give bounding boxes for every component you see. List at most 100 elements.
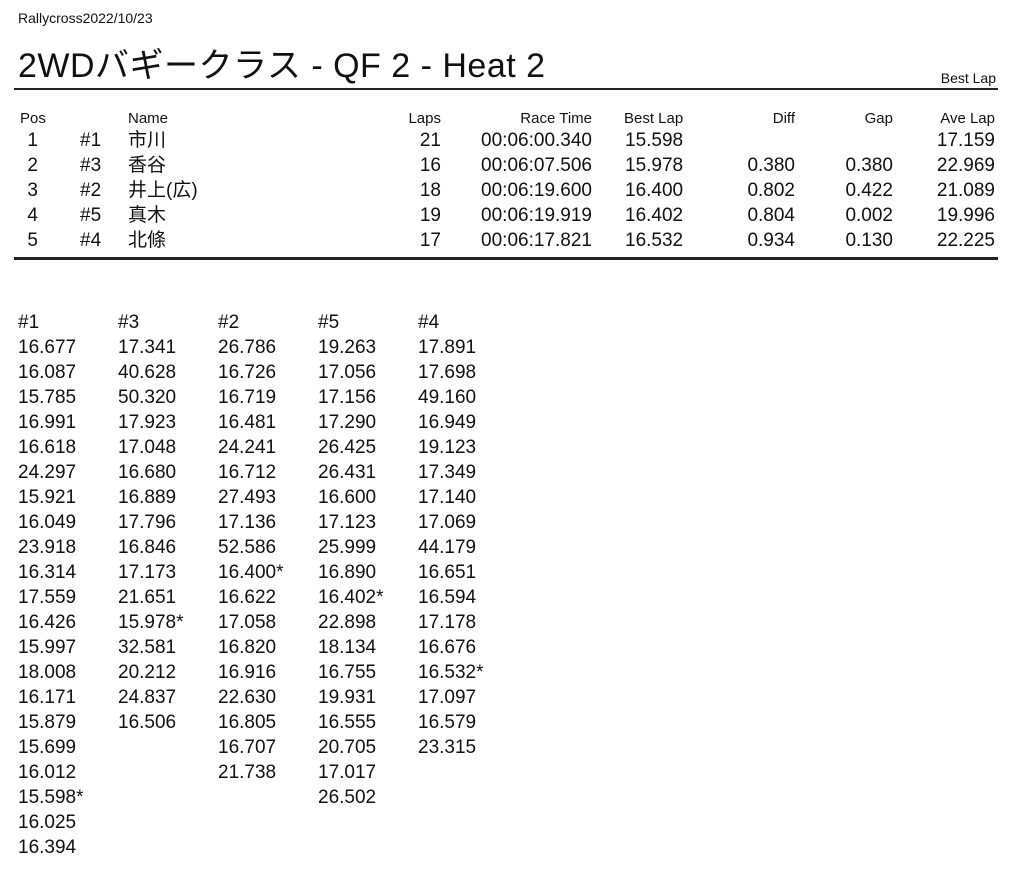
lap-time: 19.931: [318, 687, 377, 708]
lap-time: 17.017: [318, 762, 377, 783]
lap-time: 16.400*: [218, 562, 284, 583]
lap-time: 50.320: [118, 387, 177, 408]
lap-time: 40.628: [118, 362, 177, 383]
cell-gap: 0.422: [845, 180, 893, 201]
cell-best-lap: 15.598: [625, 130, 684, 151]
cell-gap: 0.002: [845, 205, 893, 226]
cell-diff: 0.380: [747, 155, 795, 176]
lap-time: 15.699: [18, 737, 77, 758]
lap-time: 24.241: [218, 437, 277, 458]
cell-name: 市川: [128, 130, 167, 151]
lap-time: 17.559: [18, 587, 77, 608]
lap-time: 16.712: [218, 462, 277, 483]
cell-ave-lap: 17.159: [936, 130, 995, 151]
lap-time: 17.698: [418, 362, 477, 383]
lap-time: 26.431: [318, 462, 377, 483]
lap-time: 17.123: [318, 512, 377, 533]
lap-column: #2 26.786 16.726 16.719 16.481 24.241 16.712 27…: [218, 310, 284, 785]
cell-name: 香谷: [128, 155, 167, 176]
lap-time: 16.846: [118, 537, 177, 558]
lap-time: 16.651: [418, 562, 477, 583]
lap-time: 49.160: [418, 387, 477, 408]
lap-time: 16.402*: [318, 587, 384, 608]
cell-race-time: 00:06:19.600: [481, 180, 592, 201]
lap-time: 15.921: [18, 487, 77, 508]
cell-best-lap: 16.532: [625, 230, 684, 251]
cell-diff: 0.804: [747, 205, 795, 226]
lap-time: 17.349: [418, 462, 477, 483]
lap-time: 52.586: [218, 537, 277, 558]
lap-time: 44.179: [418, 537, 477, 558]
lap-time: 16.618: [18, 437, 77, 458]
lap-time: 15.598*: [18, 787, 84, 808]
lap-time: 15.997: [18, 637, 77, 658]
lap-time: 16.087: [18, 362, 77, 383]
header-pos: Pos: [20, 110, 46, 127]
header-name: Name: [128, 110, 169, 127]
cell-best-lap: 16.400: [625, 180, 684, 201]
cell-ave-lap: 19.996: [936, 205, 995, 226]
cell-race-time: 00:06:19.919: [481, 205, 592, 226]
lap-time: 16.805: [218, 712, 277, 733]
lap-time: 16.889: [118, 487, 177, 508]
cell-ave-lap: 22.969: [936, 155, 995, 176]
lap-time: 16.677: [18, 337, 77, 358]
lap-time: 17.341: [118, 337, 177, 358]
lap-time: 17.923: [118, 412, 177, 433]
lap-time: 18.134: [318, 637, 377, 658]
lap-time: 16.755: [318, 662, 377, 683]
lap-time: 17.140: [418, 487, 477, 508]
lap-time: 17.290: [318, 412, 377, 433]
lap-time: 23.918: [18, 537, 77, 558]
lap-time: 17.173: [118, 562, 177, 583]
lap-time: 16.594: [418, 587, 477, 608]
lap-time: 26.786: [218, 337, 277, 358]
lap-time: 16.949: [418, 412, 477, 433]
lap-column: #3 17.341 40.628 50.320 17.923 17.048 16.680 16…: [118, 310, 184, 735]
lap-time: 16.481: [218, 412, 277, 433]
lap-column: #4 17.891 17.698 49.160 16.949 19.123 17.349 17…: [418, 310, 484, 760]
lap-time: 24.297: [18, 462, 77, 483]
cell-diff: 0.934: [747, 230, 795, 251]
lap-time: 15.879: [18, 712, 77, 733]
cell-name: 真木: [128, 205, 167, 226]
cell-num: #3: [80, 155, 102, 176]
lap-time: 17.156: [318, 387, 377, 408]
divider-bottom: [14, 257, 998, 260]
lap-time: 17.796: [118, 512, 177, 533]
lap-time: 16.726: [218, 362, 277, 383]
lap-time: 21.651: [118, 587, 177, 608]
cell-pos: 4: [27, 205, 38, 226]
lap-time: 32.581: [118, 637, 177, 658]
lap-time: 16.676: [418, 637, 477, 658]
cell-num: #2: [80, 180, 102, 201]
lap-time: 17.048: [118, 437, 177, 458]
lap-time: 16.506: [118, 712, 177, 733]
cell-num: #1: [80, 130, 102, 151]
lap-time: 27.493: [218, 487, 277, 508]
header-gap: Gap: [864, 110, 893, 127]
cell-gap: 0.380: [845, 155, 893, 176]
lap-time: 17.058: [218, 612, 277, 633]
lap-time: 24.837: [118, 687, 177, 708]
lap-time: 17.069: [418, 512, 477, 533]
lap-time: 16.622: [218, 587, 277, 608]
lap-time: 16.394: [18, 837, 77, 858]
header-best-lap: Best Lap: [624, 110, 684, 127]
lap-time: 17.891: [418, 337, 477, 358]
lap-time: 22.630: [218, 687, 277, 708]
cell-pos: 3: [27, 180, 38, 201]
lap-column-header: #1: [18, 312, 40, 333]
lap-time: 16.555: [318, 712, 377, 733]
cell-pos: 1: [27, 130, 38, 151]
lap-time: 20.705: [318, 737, 377, 758]
header-ave-lap: Ave Lap: [940, 110, 995, 127]
page-title: 2WDバギークラス - QF 2 - Heat 2: [18, 47, 546, 85]
lap-time: 16.012: [18, 762, 77, 783]
divider-top: [14, 88, 998, 90]
lap-time: 16.707: [218, 737, 277, 758]
lap-column: #1 16.677 16.087 15.785 16.991 16.618 24.297 15…: [18, 310, 84, 860]
lap-time: 16.680: [118, 462, 177, 483]
cell-ave-lap: 22.225: [936, 230, 995, 251]
cell-diff: 0.802: [747, 180, 795, 201]
